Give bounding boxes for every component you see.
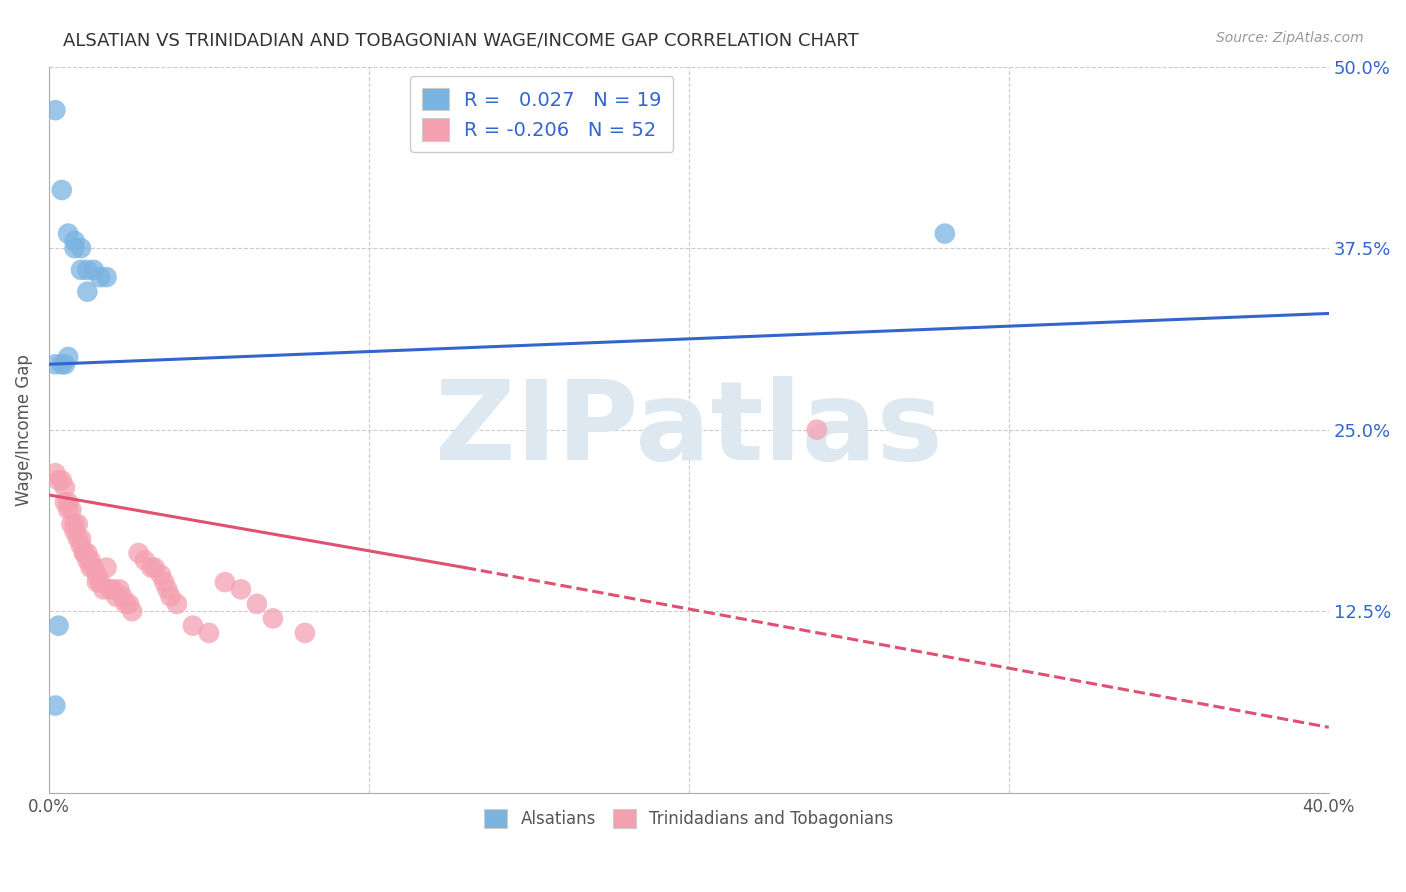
Point: [44, 698, 66, 713]
Point: [198, 626, 221, 640]
Point: [89, 575, 111, 590]
Point: [48, 474, 70, 488]
Point: [156, 582, 179, 597]
Point: [181, 618, 204, 632]
Point: [76, 285, 98, 299]
Point: [70, 263, 93, 277]
Point: [159, 590, 181, 604]
Point: [60, 502, 83, 516]
Point: [934, 227, 956, 241]
Point: [806, 423, 828, 437]
Point: [51, 183, 73, 197]
Point: [98, 582, 121, 597]
Point: [63, 234, 86, 248]
Point: [70, 539, 93, 553]
Point: [83, 263, 105, 277]
Point: [73, 546, 96, 560]
Point: [83, 560, 105, 574]
Point: [76, 553, 98, 567]
Point: [44, 357, 66, 371]
Legend: Alsatians, Trinidadians and Tobagonians: Alsatians, Trinidadians and Tobagonians: [477, 803, 900, 835]
Point: [53, 357, 76, 371]
Point: [108, 582, 131, 597]
Point: [79, 553, 101, 567]
Point: [66, 516, 89, 531]
Point: [70, 241, 93, 255]
Point: [214, 575, 236, 590]
Point: [51, 357, 73, 371]
Point: [153, 575, 176, 590]
Point: [63, 524, 86, 539]
Y-axis label: Wage/Income Gap: Wage/Income Gap: [15, 354, 32, 506]
Point: [56, 502, 79, 516]
Point: [143, 560, 166, 574]
Point: [96, 270, 118, 285]
Point: [111, 590, 134, 604]
Point: [79, 560, 101, 574]
Point: [105, 590, 128, 604]
Point: [141, 560, 163, 574]
Point: [121, 604, 143, 618]
Point: [63, 516, 86, 531]
Point: [294, 626, 316, 640]
Point: [134, 553, 156, 567]
Point: [246, 597, 269, 611]
Point: [86, 567, 108, 582]
Point: [53, 495, 76, 509]
Point: [51, 474, 73, 488]
Point: [89, 270, 111, 285]
Point: [114, 597, 136, 611]
Point: [44, 466, 66, 480]
Point: [70, 532, 93, 546]
Point: [63, 241, 86, 255]
Point: [96, 560, 118, 574]
Point: [76, 263, 98, 277]
Point: [60, 516, 83, 531]
Point: [56, 350, 79, 364]
Point: [56, 227, 79, 241]
Text: Source: ZipAtlas.com: Source: ZipAtlas.com: [1216, 31, 1364, 45]
Point: [73, 546, 96, 560]
Point: [86, 575, 108, 590]
Text: ALSATIAN VS TRINIDADIAN AND TOBAGONIAN WAGE/INCOME GAP CORRELATION CHART: ALSATIAN VS TRINIDADIAN AND TOBAGONIAN W…: [63, 31, 859, 49]
Point: [93, 582, 115, 597]
Point: [166, 597, 188, 611]
Point: [149, 567, 172, 582]
Point: [118, 597, 141, 611]
Point: [56, 495, 79, 509]
Point: [101, 582, 124, 597]
Point: [44, 103, 66, 118]
Point: [128, 546, 150, 560]
Point: [229, 582, 252, 597]
Point: [66, 532, 89, 546]
Point: [48, 618, 70, 632]
Point: [76, 546, 98, 560]
Point: [262, 611, 284, 625]
Text: ZIPatlas: ZIPatlas: [434, 376, 943, 483]
Point: [53, 481, 76, 495]
